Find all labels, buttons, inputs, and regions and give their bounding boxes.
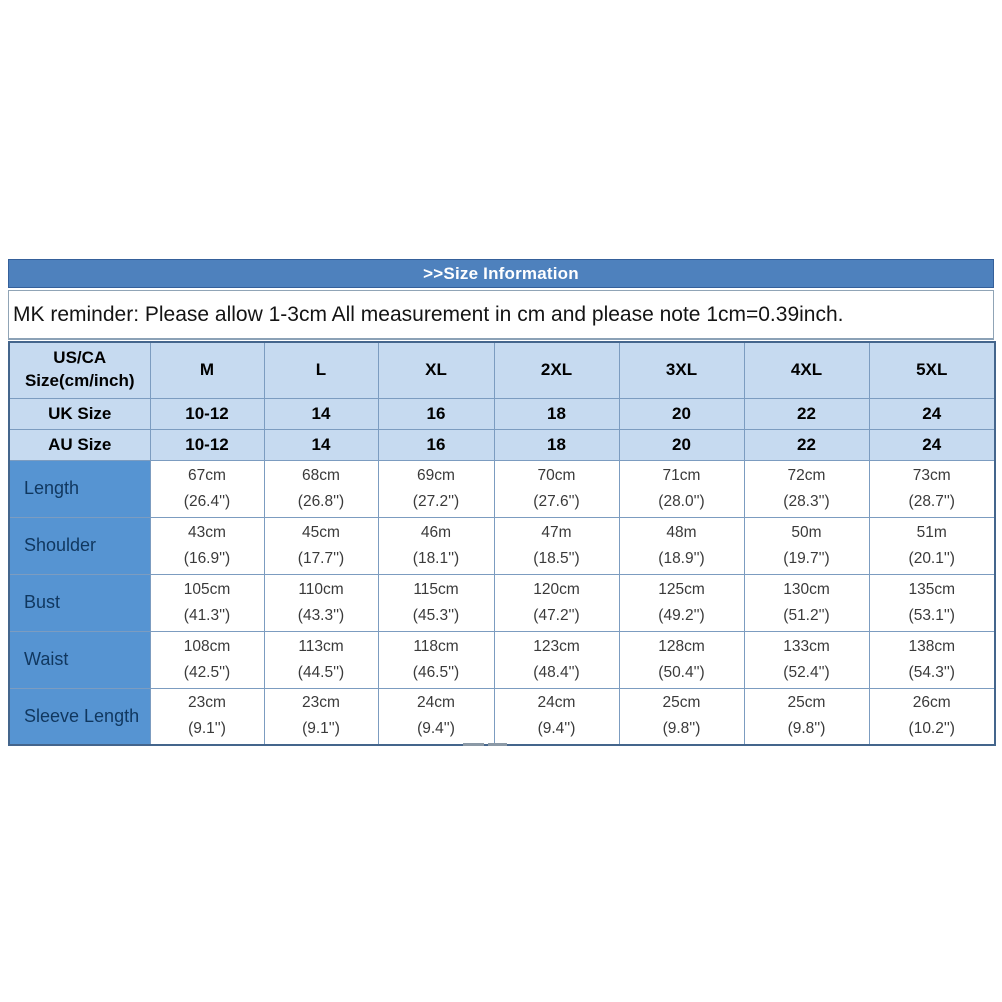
au-size-cell: 24 xyxy=(868,428,996,461)
uk-size-cell: 20 xyxy=(618,397,745,430)
measurement-row-waist: Waist 108cm (42.5'') 113cm (44.5'') 118c… xyxy=(8,630,996,689)
measurement-row-length: Length 67cm (26.4'') 68cm (26.8'') 69cm … xyxy=(8,459,996,518)
bust-cell: 130cm (51.2'') xyxy=(743,573,870,632)
bust-row-label: Bust xyxy=(8,573,151,632)
column-header-3xl: 3XL xyxy=(618,341,745,399)
column-header-l: L xyxy=(263,341,379,399)
size-chart-panel: >>Size Information MK reminder: Please a… xyxy=(8,259,996,746)
au-size-cell: 18 xyxy=(493,428,620,461)
uk-size-cell: 14 xyxy=(263,397,379,430)
sleeve-length-cell: 25cm (9.8'') xyxy=(618,687,745,746)
column-header-m: M xyxy=(149,341,265,399)
column-header-2xl: 2XL xyxy=(493,341,620,399)
shoulder-cell: 46m (18.1'') xyxy=(377,516,495,575)
sleeve-length-cell: 24cm (9.4'') xyxy=(377,687,495,746)
au-size-cell: 10-12 xyxy=(149,428,265,461)
size-information-title: >>Size Information xyxy=(423,264,579,283)
reminder-text: MK reminder: Please allow 1-3cm All meas… xyxy=(13,302,844,326)
bust-cell: 110cm (43.3'') xyxy=(263,573,379,632)
au-size-label: AU Size xyxy=(8,428,151,461)
au-size-cell: 16 xyxy=(377,428,495,461)
waist-cell: 133cm (52.4'') xyxy=(743,630,870,689)
sleeve-length-cell: 23cm (9.1'') xyxy=(263,687,379,746)
shoulder-cell: 48m (18.9'') xyxy=(618,516,745,575)
waist-cell: 108cm (42.5'') xyxy=(149,630,265,689)
waist-row-label: Waist xyxy=(8,630,151,689)
waist-cell: 118cm (46.5'') xyxy=(377,630,495,689)
sleeve-length-cell: 25cm (9.8'') xyxy=(743,687,870,746)
shoulder-cell: 43cm (16.9'') xyxy=(149,516,265,575)
reminder-note: MK reminder: Please allow 1-3cm All meas… xyxy=(8,290,994,340)
column-header-5xl: 5XL xyxy=(868,341,996,399)
size-table: US/CA Size(cm/inch) M L XL 2XL 3XL 4XL 5… xyxy=(8,341,996,746)
au-size-cell: 20 xyxy=(618,428,745,461)
uk-size-cell: 24 xyxy=(868,397,996,430)
measurement-row-sleeve-length: Sleeve Length 23cm (9.1'') 23cm (9.1'') … xyxy=(8,687,996,746)
sleeve-length-cell: 23cm (9.1'') xyxy=(149,687,265,746)
sleeve-length-cell: 24cm (9.4'') xyxy=(493,687,620,746)
waist-cell: 123cm (48.4'') xyxy=(493,630,620,689)
measurement-row-shoulder: Shoulder 43cm (16.9'') 45cm (17.7'') 46m… xyxy=(8,516,996,575)
sleeve-length-row-label: Sleeve Length xyxy=(8,687,151,746)
column-header-4xl: 4XL xyxy=(743,341,870,399)
shoulder-cell: 51m (20.1'') xyxy=(868,516,996,575)
uk-size-cell: 10-12 xyxy=(149,397,265,430)
artifact-dash xyxy=(488,743,507,746)
length-row-label: Length xyxy=(8,459,151,518)
au-size-row: AU Size 10-12 14 16 18 20 22 24 xyxy=(8,428,996,461)
uk-size-cell: 22 xyxy=(743,397,870,430)
length-cell: 67cm (26.4'') xyxy=(149,459,265,518)
waist-cell: 113cm (44.5'') xyxy=(263,630,379,689)
bust-cell: 125cm (49.2'') xyxy=(618,573,745,632)
uk-size-cell: 16 xyxy=(377,397,495,430)
bust-cell: 135cm (53.1'') xyxy=(868,573,996,632)
length-cell: 70cm (27.6'') xyxy=(493,459,620,518)
bust-cell: 120cm (47.2'') xyxy=(493,573,620,632)
corner-header-cell: US/CA Size(cm/inch) xyxy=(8,341,151,399)
column-header-xl: XL xyxy=(377,341,495,399)
length-cell: 72cm (28.3'') xyxy=(743,459,870,518)
artifact-dash xyxy=(463,743,484,746)
au-size-cell: 14 xyxy=(263,428,379,461)
size-information-header: >>Size Information xyxy=(8,259,994,288)
waist-cell: 138cm (54.3'') xyxy=(868,630,996,689)
length-cell: 68cm (26.8'') xyxy=(263,459,379,518)
uk-size-cell: 18 xyxy=(493,397,620,430)
shoulder-cell: 50m (19.7'') xyxy=(743,516,870,575)
table-header-row: US/CA Size(cm/inch) M L XL 2XL 3XL 4XL 5… xyxy=(8,341,996,399)
sleeve-length-cell: 26cm (10.2'') xyxy=(868,687,996,746)
length-cell: 69cm (27.2'') xyxy=(377,459,495,518)
shoulder-row-label: Shoulder xyxy=(8,516,151,575)
bust-cell: 105cm (41.3'') xyxy=(149,573,265,632)
bust-cell: 115cm (45.3'') xyxy=(377,573,495,632)
shoulder-cell: 47m (18.5'') xyxy=(493,516,620,575)
length-cell: 73cm (28.7'') xyxy=(868,459,996,518)
uk-size-row: UK Size 10-12 14 16 18 20 22 24 xyxy=(8,397,996,430)
uk-size-label: UK Size xyxy=(8,397,151,430)
measurement-row-bust: Bust 105cm (41.3'') 110cm (43.3'') 115cm… xyxy=(8,573,996,632)
waist-cell: 128cm (50.4'') xyxy=(618,630,745,689)
au-size-cell: 22 xyxy=(743,428,870,461)
shoulder-cell: 45cm (17.7'') xyxy=(263,516,379,575)
length-cell: 71cm (28.0'') xyxy=(618,459,745,518)
